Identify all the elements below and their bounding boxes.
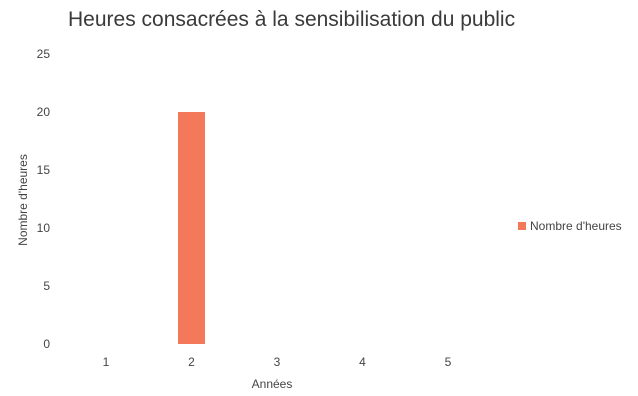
- y-axis-title: Nombre d'heures: [16, 154, 30, 246]
- y-tick-label: 10: [37, 221, 51, 235]
- x-tick-label: 5: [445, 355, 452, 369]
- legend-label: Nombre d'heures: [530, 219, 622, 233]
- x-tick-label: 1: [103, 355, 110, 369]
- y-axis-ticks: 0 5 10 15 20 25: [37, 47, 51, 351]
- y-tick-label: 25: [37, 47, 51, 61]
- x-tick-label: 2: [188, 355, 195, 369]
- x-tick-label: 3: [274, 355, 281, 369]
- chart-title: Heures consacrées à la sensibilisation d…: [68, 8, 516, 31]
- legend-swatch: [518, 222, 526, 230]
- y-tick-label: 15: [37, 163, 51, 177]
- x-axis-title: Années: [252, 377, 293, 391]
- bars-group: [178, 112, 205, 344]
- y-tick-label: 0: [43, 337, 50, 351]
- legend: Nombre d'heures: [518, 219, 622, 233]
- y-tick-label: 5: [43, 279, 50, 293]
- bar: [178, 112, 205, 344]
- x-tick-label: 4: [359, 355, 366, 369]
- x-axis-ticks: 1 2 3 4 5: [103, 355, 452, 369]
- y-tick-label: 20: [37, 105, 51, 119]
